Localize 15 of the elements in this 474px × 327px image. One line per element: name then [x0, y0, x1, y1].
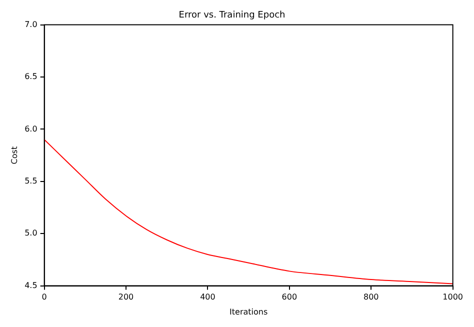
y-tick-label: 7.0: [24, 20, 38, 29]
x-axis-title: Iterations: [230, 307, 268, 316]
y-axis-title: Cost: [10, 146, 19, 164]
y-tick-label: 6.5: [24, 72, 38, 82]
y-tick-label: 6.0: [24, 124, 38, 134]
y-tick-label: 5.0: [24, 228, 38, 238]
chart-title: Error vs. Training Epoch: [178, 10, 286, 21]
x-tick-label: 1000: [442, 292, 463, 302]
x-tick-label: 200: [118, 292, 134, 302]
x-tick-label: 800: [363, 292, 379, 302]
x-tick-label: 0: [42, 292, 47, 302]
x-tick-label: 400: [200, 292, 216, 302]
y-tick-label: 5.5: [24, 176, 38, 186]
x-tick-label: 600: [282, 292, 298, 302]
y-tick-label: 4.5: [24, 280, 38, 290]
